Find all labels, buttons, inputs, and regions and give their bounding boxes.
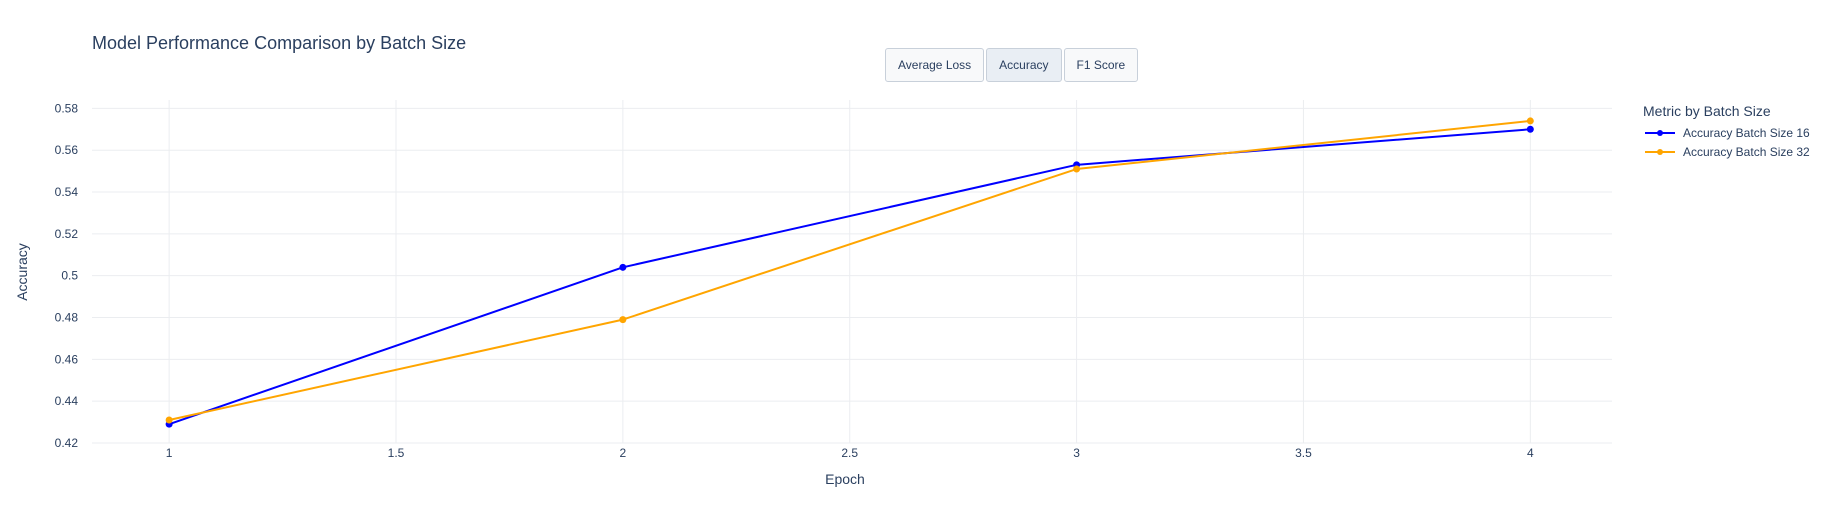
f1-score-button[interactable]: F1 Score [1063, 48, 1139, 82]
data-point-series-1 [619, 263, 627, 271]
data-point-series-2 [619, 316, 627, 324]
legend-label-batch-32: Accuracy Batch Size 32 [1683, 144, 1810, 159]
y-tick-label: 0.44 [55, 394, 79, 408]
y-tick-label: 0.52 [55, 227, 79, 241]
data-point-series-1 [1526, 125, 1534, 133]
legend: Metric by Batch Size Accuracy Batch Size… [1643, 103, 1810, 161]
y-tick-label: 0.54 [55, 185, 79, 199]
y-tick-label: 0.58 [55, 101, 79, 115]
x-tick-label: 4 [1527, 446, 1534, 460]
average-loss-button[interactable]: Average Loss [885, 48, 985, 82]
data-point-series-2 [165, 416, 173, 424]
y-tick-label: 0.5 [61, 269, 78, 283]
x-tick-label: 1.5 [388, 446, 405, 460]
legend-title: Metric by Batch Size [1643, 103, 1771, 119]
chart-title: Model Performance Comparison by Batch Si… [92, 33, 467, 53]
series-group [165, 117, 1534, 428]
x-tick-label: 1 [166, 446, 173, 460]
legend-item-batch-32[interactable]: Accuracy Batch Size 32 [1643, 142, 1810, 161]
x-axis-ticks: 1 1.5 2 2.5 3 3.5 4 [166, 446, 1534, 460]
x-tick-label: 2 [620, 446, 627, 460]
x-tick-label: 3.5 [1295, 446, 1312, 460]
legend-item-batch-16[interactable]: Accuracy Batch Size 16 [1643, 123, 1810, 142]
legend-label-batch-16: Accuracy Batch Size 16 [1683, 125, 1810, 140]
y-tick-label: 0.42 [55, 436, 79, 450]
legend-swatch-batch-32 [1645, 148, 1675, 155]
data-point-series-2 [1526, 117, 1534, 125]
y-tick-label: 0.48 [55, 311, 79, 325]
x-axis-label: Epoch [825, 471, 865, 487]
y-axis-label: Accuracy [14, 243, 30, 301]
y-tick-label: 0.56 [55, 143, 79, 157]
series-line-1 [168, 128, 1531, 426]
series-line-2 [168, 119, 1531, 421]
legend-swatch-batch-16 [1645, 129, 1675, 136]
accuracy-button[interactable]: Accuracy [986, 48, 1062, 82]
grid-lines [92, 100, 1612, 444]
metric-button-group: Average Loss Accuracy F1 Score [885, 48, 1139, 82]
y-tick-label: 0.46 [55, 352, 79, 366]
x-tick-label: 3 [1073, 446, 1080, 460]
y-axis-ticks: 0.42 0.44 0.46 0.48 0.5 0.52 0.54 0.56 0.58 [55, 101, 79, 450]
x-tick-label: 2.5 [841, 446, 858, 460]
data-point-series-2 [1073, 165, 1081, 173]
